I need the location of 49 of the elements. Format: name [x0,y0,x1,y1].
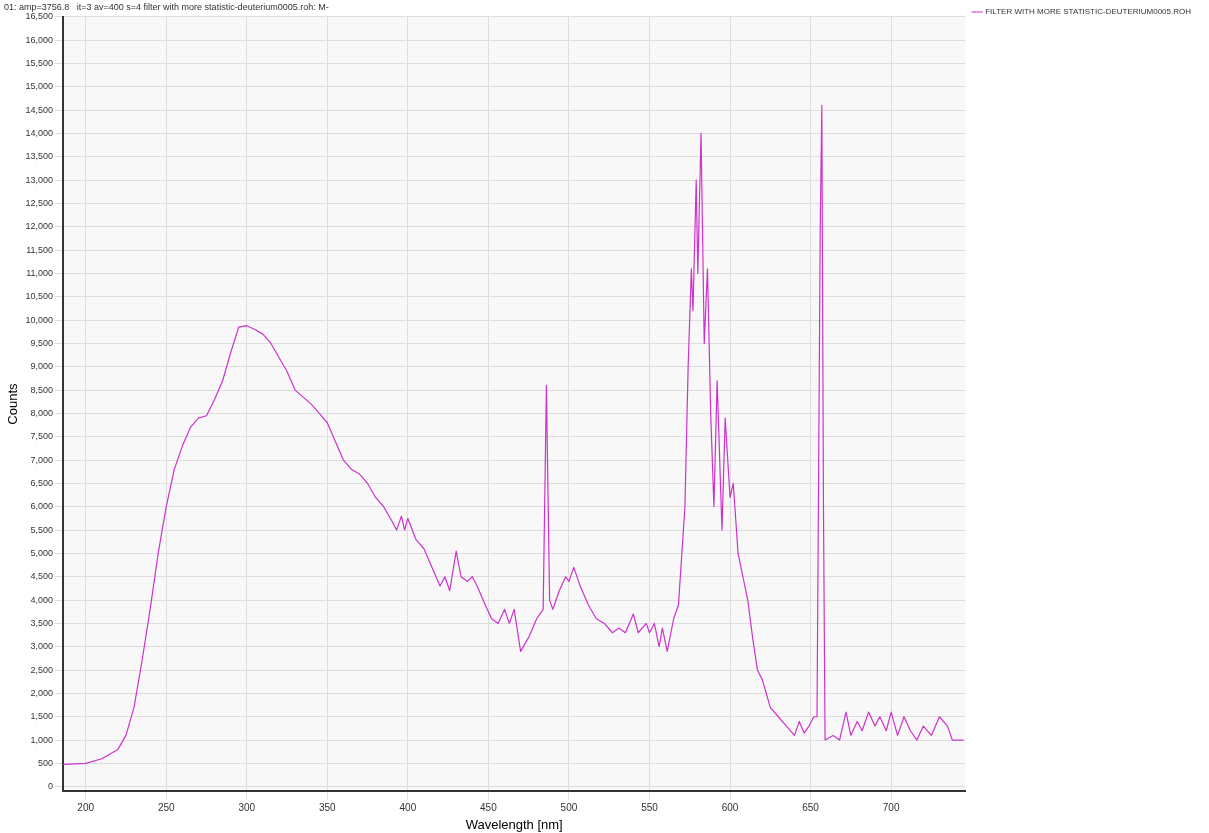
y-tick-label: 4,500 [30,571,54,582]
y-tick-label: 2,500 [30,664,54,675]
y-tick-label: 9,500 [30,337,54,348]
y-tick-label: 14,000 [25,127,54,138]
y-tick-label: 500 [38,757,54,768]
y-tick-label: 5,000 [30,547,54,558]
y-tick-label: 8,500 [30,384,54,395]
y-tick-label: 6,500 [30,477,54,488]
x-tick-label: 400 [399,802,417,814]
chart-title: 01: amp=3756.8 it=3 av=400 s=4 filter with more statistic-deuterium0005.roh: M- [4,1,329,12]
y-tick-label: 1,500 [30,711,54,722]
legend-label: FILTER WITH MORE STATISTIC-DEUTERIUM0005.ROH [985,7,1192,17]
y-tick-label: 8,000 [30,407,54,418]
y-tick-label: 10,000 [25,314,54,325]
y-tick-label: 0 [48,781,54,792]
x-tick-label: 500 [560,802,578,814]
y-tick-label: 12,500 [25,197,54,208]
y-tick-label: 13,000 [25,174,54,185]
y-tick-label: 7,500 [30,431,54,442]
y-tick-label: 9,000 [30,361,54,372]
y-tick-label: 11,500 [26,244,54,255]
x-tick-label: 650 [802,802,820,814]
y-tick-label: 16,000 [25,34,54,45]
x-tick-label: 700 [882,802,900,814]
x-tick-label: 200 [77,802,95,814]
y-tick-label: 10,500 [25,291,54,302]
y-tick-label: 3,000 [30,641,54,652]
y-tick-label: 11,000 [26,267,54,278]
y-tick-label: 1,000 [30,734,54,745]
x-tick-label: 600 [721,802,739,814]
y-tick-label: 7,000 [30,454,54,465]
y-tick-label: 4,000 [30,594,54,605]
y-tick-label: 2,000 [30,687,54,698]
y-tick-label: 14,500 [25,104,54,115]
x-axis-title: Wavelength [nm] [465,816,563,832]
y-tick-label: 5,500 [30,524,54,535]
y-tick-label: 6,000 [30,501,54,512]
y-tick-label: 15,000 [25,81,54,92]
y-axis-title: Counts [5,383,21,425]
x-tick-label: 350 [318,802,337,814]
y-tick-label: 3,500 [30,617,54,628]
y-tick-label: 13,500 [25,151,54,162]
x-tick-label: 550 [641,802,659,814]
x-tick-label: 300 [238,802,256,814]
x-tick-label: 250 [157,802,175,814]
y-tick-label: 12,000 [25,221,54,232]
y-tick-label: 16,500 [25,11,54,22]
y-tick-label: 15,500 [25,57,54,68]
x-tick-label: 450 [480,802,498,814]
